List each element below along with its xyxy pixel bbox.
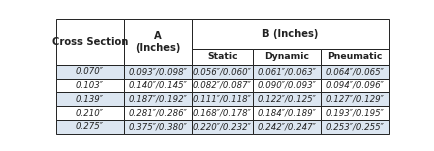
- Text: 0.090″/0.093″: 0.090″/0.093″: [257, 81, 316, 90]
- Bar: [56, 120, 124, 134]
- Bar: [253, 65, 321, 79]
- Text: 0.061″/0.063″: 0.061″/0.063″: [257, 67, 316, 76]
- Bar: [192, 49, 253, 65]
- Bar: [321, 106, 389, 120]
- Bar: [253, 49, 321, 65]
- Bar: [192, 79, 253, 92]
- Bar: [56, 65, 124, 79]
- Text: 0.103″: 0.103″: [76, 81, 104, 90]
- Text: 0.111″/0.118″: 0.111″/0.118″: [193, 95, 252, 104]
- Text: 0.122″/0.125″: 0.122″/0.125″: [257, 95, 316, 104]
- Text: A
(Inches): A (Inches): [135, 31, 181, 53]
- Bar: [321, 65, 389, 79]
- Text: 0.070″: 0.070″: [76, 67, 104, 76]
- Bar: [192, 92, 253, 106]
- Bar: [56, 92, 124, 106]
- Bar: [56, 19, 124, 65]
- Text: 0.275″: 0.275″: [76, 122, 104, 131]
- Bar: [253, 92, 321, 106]
- Bar: [253, 79, 321, 92]
- Bar: [321, 49, 389, 65]
- Bar: [321, 92, 389, 106]
- Bar: [192, 19, 389, 49]
- Text: 0.093″/0.098″: 0.093″/0.098″: [128, 67, 187, 76]
- Bar: [253, 120, 321, 134]
- Bar: [321, 120, 389, 134]
- Text: 0.064″/0.065″: 0.064″/0.065″: [326, 67, 385, 76]
- Bar: [321, 79, 389, 92]
- Text: 0.184″/0.189″: 0.184″/0.189″: [257, 109, 316, 118]
- Bar: [192, 106, 253, 120]
- Text: 0.242″/0.247″: 0.242″/0.247″: [257, 122, 316, 131]
- Bar: [124, 79, 192, 92]
- Bar: [124, 65, 192, 79]
- Text: Pneumatic: Pneumatic: [327, 52, 383, 61]
- Bar: [56, 79, 124, 92]
- Bar: [124, 106, 192, 120]
- Text: Dynamic: Dynamic: [264, 52, 309, 61]
- Text: 0.193″/0.195″: 0.193″/0.195″: [326, 109, 385, 118]
- Text: 0.253″/0.255″: 0.253″/0.255″: [326, 122, 385, 131]
- Bar: [56, 106, 124, 120]
- Bar: [192, 65, 253, 79]
- Text: 0.187″/0.192″: 0.187″/0.192″: [128, 95, 187, 104]
- Bar: [124, 92, 192, 106]
- Text: B (Inches): B (Inches): [262, 29, 319, 39]
- Text: Cross Section: Cross Section: [52, 37, 128, 47]
- Text: 0.140″/0.145″: 0.140″/0.145″: [128, 81, 187, 90]
- Text: 0.220″/0.232″: 0.220″/0.232″: [193, 122, 252, 131]
- Text: 0.281″/0.286″: 0.281″/0.286″: [128, 109, 187, 118]
- Text: 0.082″/0.087″: 0.082″/0.087″: [193, 81, 252, 90]
- Bar: [192, 120, 253, 134]
- Text: 0.056″/0.060″: 0.056″/0.060″: [193, 67, 252, 76]
- Bar: [253, 106, 321, 120]
- Text: 0.127″/0.129″: 0.127″/0.129″: [326, 95, 385, 104]
- Text: 0.210″: 0.210″: [76, 109, 104, 118]
- Bar: [124, 120, 192, 134]
- Text: Static: Static: [207, 52, 238, 61]
- Bar: [124, 19, 192, 65]
- Text: 0.094″/0.096″: 0.094″/0.096″: [326, 81, 385, 90]
- Text: 0.168″/0.178″: 0.168″/0.178″: [193, 109, 252, 118]
- Text: 0.139″: 0.139″: [76, 95, 104, 104]
- Text: 0.375″/0.380″: 0.375″/0.380″: [128, 122, 187, 131]
